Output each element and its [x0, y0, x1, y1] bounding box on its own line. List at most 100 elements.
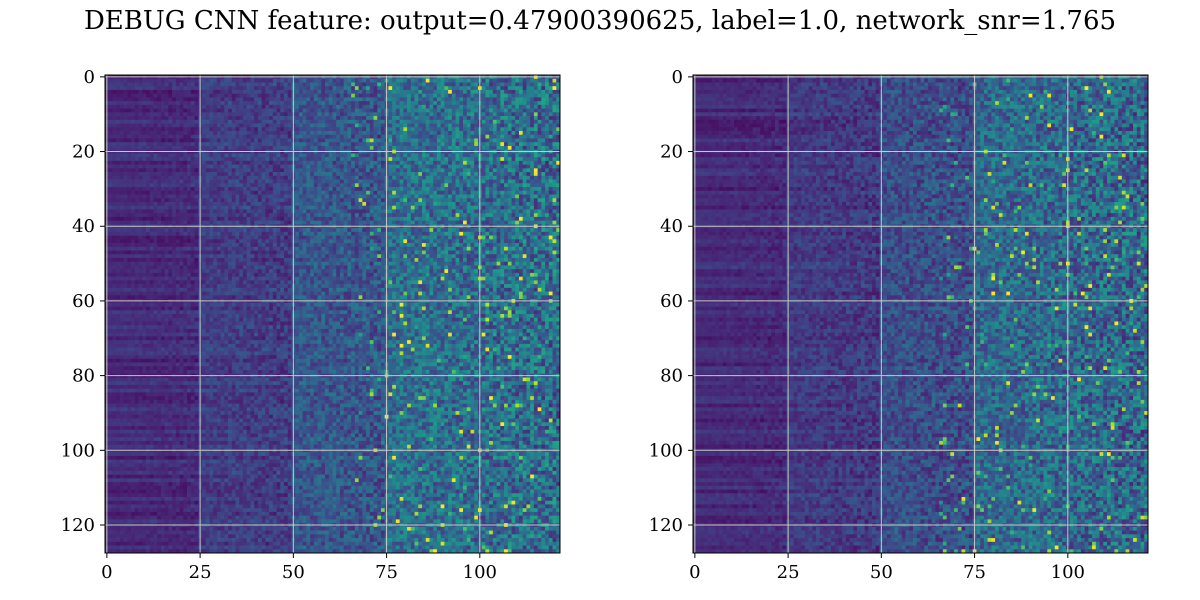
- heatmap-cell: [329, 90, 333, 94]
- heatmap-cell: [530, 86, 534, 90]
- heatmap-cell: [277, 168, 281, 172]
- heatmap-cell: [195, 202, 199, 206]
- heatmap-cell: [209, 109, 213, 113]
- heatmap-cell: [549, 161, 553, 165]
- heatmap-cell: [236, 101, 240, 105]
- heatmap-cell: [243, 142, 247, 146]
- heatmap-cell: [209, 187, 213, 191]
- heatmap-cell: [277, 97, 281, 101]
- heatmap-cell: [191, 202, 195, 206]
- heatmap-cell: [467, 105, 471, 109]
- heatmap-cell: [400, 97, 404, 101]
- heatmap-cell: [265, 142, 269, 146]
- heatmap-cell: [549, 176, 553, 180]
- heatmap-cell: [377, 172, 381, 176]
- heatmap-cell: [388, 90, 392, 94]
- heatmap-cell: [112, 202, 116, 206]
- heatmap-cell: [243, 195, 247, 199]
- heatmap-cell: [534, 135, 538, 139]
- heatmap-cell: [202, 168, 206, 172]
- heatmap-cell: [407, 138, 411, 142]
- heatmap-cell: [172, 195, 176, 199]
- heatmap-cell: [463, 109, 467, 113]
- heatmap-cell: [351, 180, 355, 184]
- heatmap-cell: [549, 209, 553, 213]
- heatmap-cell: [381, 161, 385, 165]
- heatmap-cell: [150, 217, 154, 221]
- heatmap-cell: [280, 124, 284, 128]
- heatmap-cell: [381, 97, 385, 101]
- heatmap-cell: [150, 161, 154, 165]
- heatmap-cell: [470, 105, 474, 109]
- heatmap-cell: [236, 183, 240, 187]
- heatmap-cell: [366, 198, 370, 202]
- heatmap-cell: [142, 191, 146, 195]
- heatmap-cell: [463, 112, 467, 116]
- heatmap-cell: [344, 217, 348, 221]
- heatmap-cell: [467, 138, 471, 142]
- heatmap-cell: [407, 97, 411, 101]
- heatmap-cell: [321, 97, 325, 101]
- heatmap-cell: [273, 172, 277, 176]
- heatmap-cell: [396, 142, 400, 146]
- heatmap-cell: [321, 116, 325, 120]
- heatmap-cell: [112, 127, 116, 131]
- heatmap-cell: [493, 109, 497, 113]
- heatmap-cell: [519, 202, 523, 206]
- heatmap-cell: [463, 191, 467, 195]
- heatmap-cell: [202, 146, 206, 150]
- heatmap-cell: [388, 120, 392, 124]
- heatmap-cell: [131, 180, 135, 184]
- heatmap-cell: [161, 97, 165, 101]
- heatmap-cell: [124, 153, 128, 157]
- heatmap-cell: [202, 97, 206, 101]
- heatmap-cell: [243, 97, 247, 101]
- heatmap-cell: [232, 202, 236, 206]
- heatmap-cell: [474, 209, 478, 213]
- heatmap-cell: [333, 120, 337, 124]
- heatmap-cell: [489, 116, 493, 120]
- heatmap-cell: [437, 86, 441, 90]
- heatmap-cell: [195, 146, 199, 150]
- heatmap-cell: [288, 124, 292, 128]
- heatmap-cell: [400, 183, 404, 187]
- heatmap-cell: [228, 213, 232, 217]
- heatmap-cell: [165, 172, 169, 176]
- heatmap-cell: [448, 165, 452, 169]
- heatmap-cell: [318, 209, 322, 213]
- heatmap-cell: [243, 165, 247, 169]
- heatmap-cell: [250, 86, 254, 90]
- heatmap-cell: [538, 146, 542, 150]
- heatmap-cell: [116, 138, 120, 142]
- heatmap-cell: [221, 146, 225, 150]
- heatmap-cell: [403, 124, 407, 128]
- heatmap-cell: [433, 105, 437, 109]
- heatmap-cell: [187, 183, 191, 187]
- heatmap-cell: [116, 183, 120, 187]
- heatmap-cell: [318, 94, 322, 98]
- heatmap-cell: [370, 79, 374, 83]
- heatmap-cell: [139, 105, 143, 109]
- heatmap-cell: [150, 180, 154, 184]
- heatmap-cell: [400, 135, 404, 139]
- heatmap-cell: [444, 82, 448, 86]
- heatmap-cell: [318, 109, 322, 113]
- heatmap-cell: [131, 142, 135, 146]
- heatmap-cell: [280, 206, 284, 210]
- heatmap-cell: [429, 135, 433, 139]
- heatmap-cell: [418, 109, 422, 113]
- heatmap-cell: [497, 146, 501, 150]
- heatmap-cell: [523, 195, 527, 199]
- heatmap-cell: [202, 209, 206, 213]
- heatmap-cell: [247, 180, 251, 184]
- heatmap-cell: [344, 138, 348, 142]
- heatmap-cell: [485, 187, 489, 191]
- heatmap-cell: [265, 195, 269, 199]
- heatmap-cell: [418, 142, 422, 146]
- heatmap-cell: [429, 183, 433, 187]
- heatmap-cell: [124, 206, 128, 210]
- heatmap-cell: [124, 116, 128, 120]
- heatmap-cell: [512, 86, 516, 90]
- heatmap-cell: [362, 206, 366, 210]
- heatmap-cell: [355, 127, 359, 131]
